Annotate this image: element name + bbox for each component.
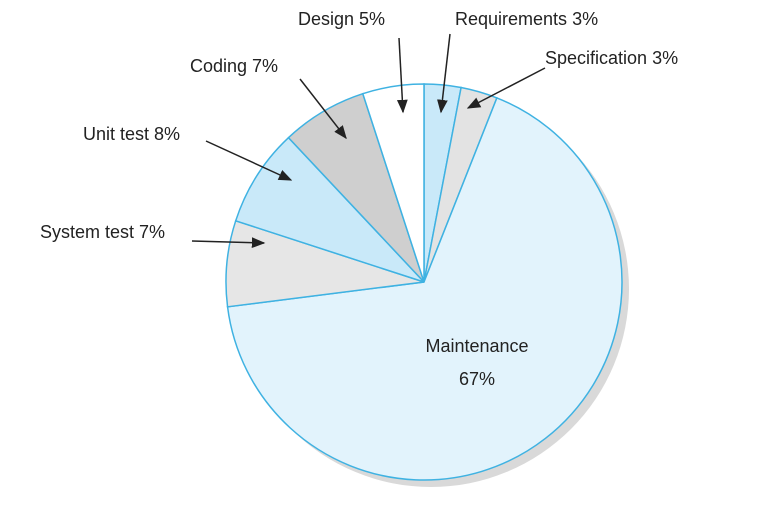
category-name: Coding xyxy=(190,56,247,76)
label-arrow xyxy=(396,37,408,114)
value-label: 67% xyxy=(459,369,495,389)
category-name: System test xyxy=(40,222,134,242)
pie-slice xyxy=(361,83,425,283)
slice-label: Coding 7% xyxy=(190,56,278,76)
slice-label: System test 7% xyxy=(40,222,165,242)
value-label: 3% xyxy=(652,48,678,68)
slice-label: Specification 3% xyxy=(545,48,678,68)
pie-slice xyxy=(226,96,623,481)
label-arrow xyxy=(437,33,451,114)
label-arrow xyxy=(299,78,347,140)
label-arrow xyxy=(191,237,266,249)
value-label: 7% xyxy=(139,222,165,242)
category-name: Specification xyxy=(545,48,647,68)
category-name: Requirements xyxy=(455,9,567,29)
value-label: 3% xyxy=(572,9,598,29)
slice-label: Unit test 8% xyxy=(83,124,180,144)
category-name: Maintenance xyxy=(425,336,528,356)
value-label: 5% xyxy=(359,9,385,29)
slice-label: Maintenance 67% xyxy=(425,336,528,389)
category-name: Unit test xyxy=(83,124,149,144)
value-label: 8% xyxy=(154,124,180,144)
slice-label: Design 5% xyxy=(298,9,385,29)
value-label: 7% xyxy=(252,56,278,76)
category-name: Design xyxy=(298,9,354,29)
label-arrow xyxy=(466,67,546,109)
slice-label: Requirements 3% xyxy=(455,9,598,29)
label-arrow xyxy=(205,140,293,181)
